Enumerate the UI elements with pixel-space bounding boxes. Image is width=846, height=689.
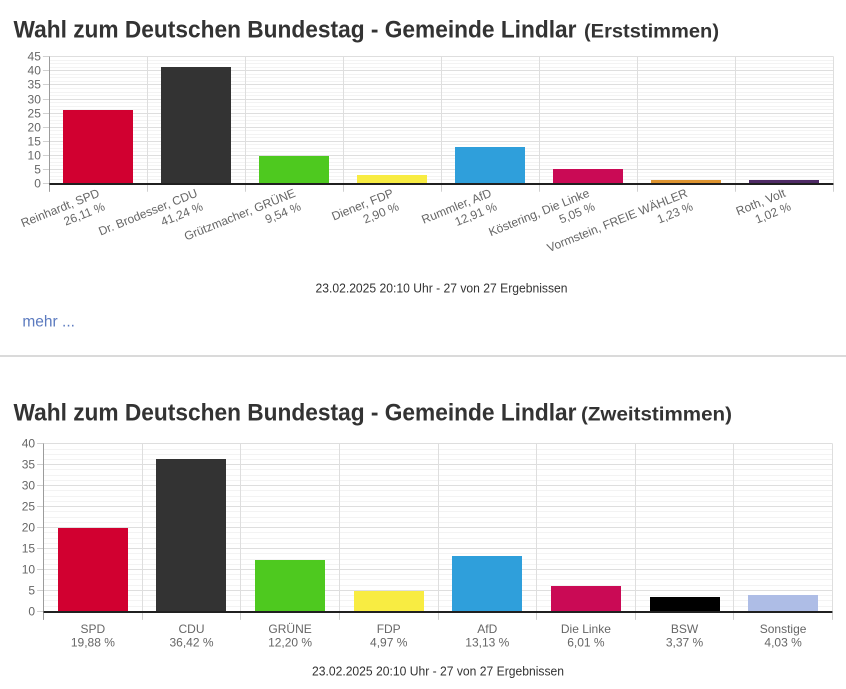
svg-text:BSW: BSW <box>671 622 699 636</box>
svg-text:15: 15 <box>28 135 42 149</box>
svg-text:10: 10 <box>28 149 42 163</box>
svg-text:13,13 %: 13,13 % <box>465 635 509 649</box>
svg-text:30: 30 <box>22 479 36 493</box>
svg-text:0: 0 <box>34 177 41 191</box>
svg-text:GRÜNE: GRÜNE <box>268 622 311 636</box>
svg-text:5: 5 <box>28 584 35 598</box>
svg-text:45: 45 <box>28 50 42 64</box>
svg-text:SPD: SPD <box>81 622 106 636</box>
svg-text:40: 40 <box>22 437 36 451</box>
svg-text:6,01 %: 6,01 % <box>567 635 605 649</box>
svg-text:AfD: AfD <box>477 622 497 636</box>
svg-text:19,88 %: 19,88 % <box>71 635 115 649</box>
svg-text:20: 20 <box>22 521 36 535</box>
svg-text:20: 20 <box>28 121 42 135</box>
svg-text:35: 35 <box>28 78 42 92</box>
svg-text:35: 35 <box>22 458 36 472</box>
svg-text:12,20 %: 12,20 % <box>268 635 312 649</box>
svg-text:40: 40 <box>28 64 42 78</box>
svg-text:mehr ...: mehr ... <box>22 314 75 331</box>
svg-text:0: 0 <box>28 605 35 619</box>
svg-text:CDU: CDU <box>179 622 205 636</box>
svg-text:4,03 %: 4,03 % <box>764 635 802 649</box>
svg-text:3,37 %: 3,37 % <box>666 635 704 649</box>
svg-text:25: 25 <box>28 107 42 121</box>
svg-text:30: 30 <box>28 93 42 107</box>
svg-text:4,97 %: 4,97 % <box>370 635 408 649</box>
svg-text:23.02.2025 20:10 Uhr - 27 von: 23.02.2025 20:10 Uhr - 27 von 27 Ergebni… <box>316 281 568 296</box>
svg-text:23.02.2025 20:10 Uhr - 27 von: 23.02.2025 20:10 Uhr - 27 von 27 Ergebni… <box>312 664 564 679</box>
svg-text:Die Linke: Die Linke <box>561 622 611 636</box>
svg-text:15: 15 <box>22 542 36 556</box>
svg-text:Sonstige: Sonstige <box>760 622 807 636</box>
svg-text:25: 25 <box>22 500 36 514</box>
svg-text:Wahl zum Deutschen Bundestag -: Wahl zum Deutschen Bundestag - Gemeinde … <box>14 400 577 427</box>
svg-text:(Zweitstimmen): (Zweitstimmen) <box>581 405 732 426</box>
svg-text:(Erststimmen): (Erststimmen) <box>584 22 719 43</box>
svg-text:FDP: FDP <box>377 622 401 636</box>
svg-text:Wahl zum Deutschen Bundestag -: Wahl zum Deutschen Bundestag - Gemeinde … <box>14 17 577 44</box>
svg-text:10: 10 <box>22 563 36 577</box>
svg-text:36,42 %: 36,42 % <box>169 635 213 649</box>
svg-text:5: 5 <box>34 163 41 177</box>
